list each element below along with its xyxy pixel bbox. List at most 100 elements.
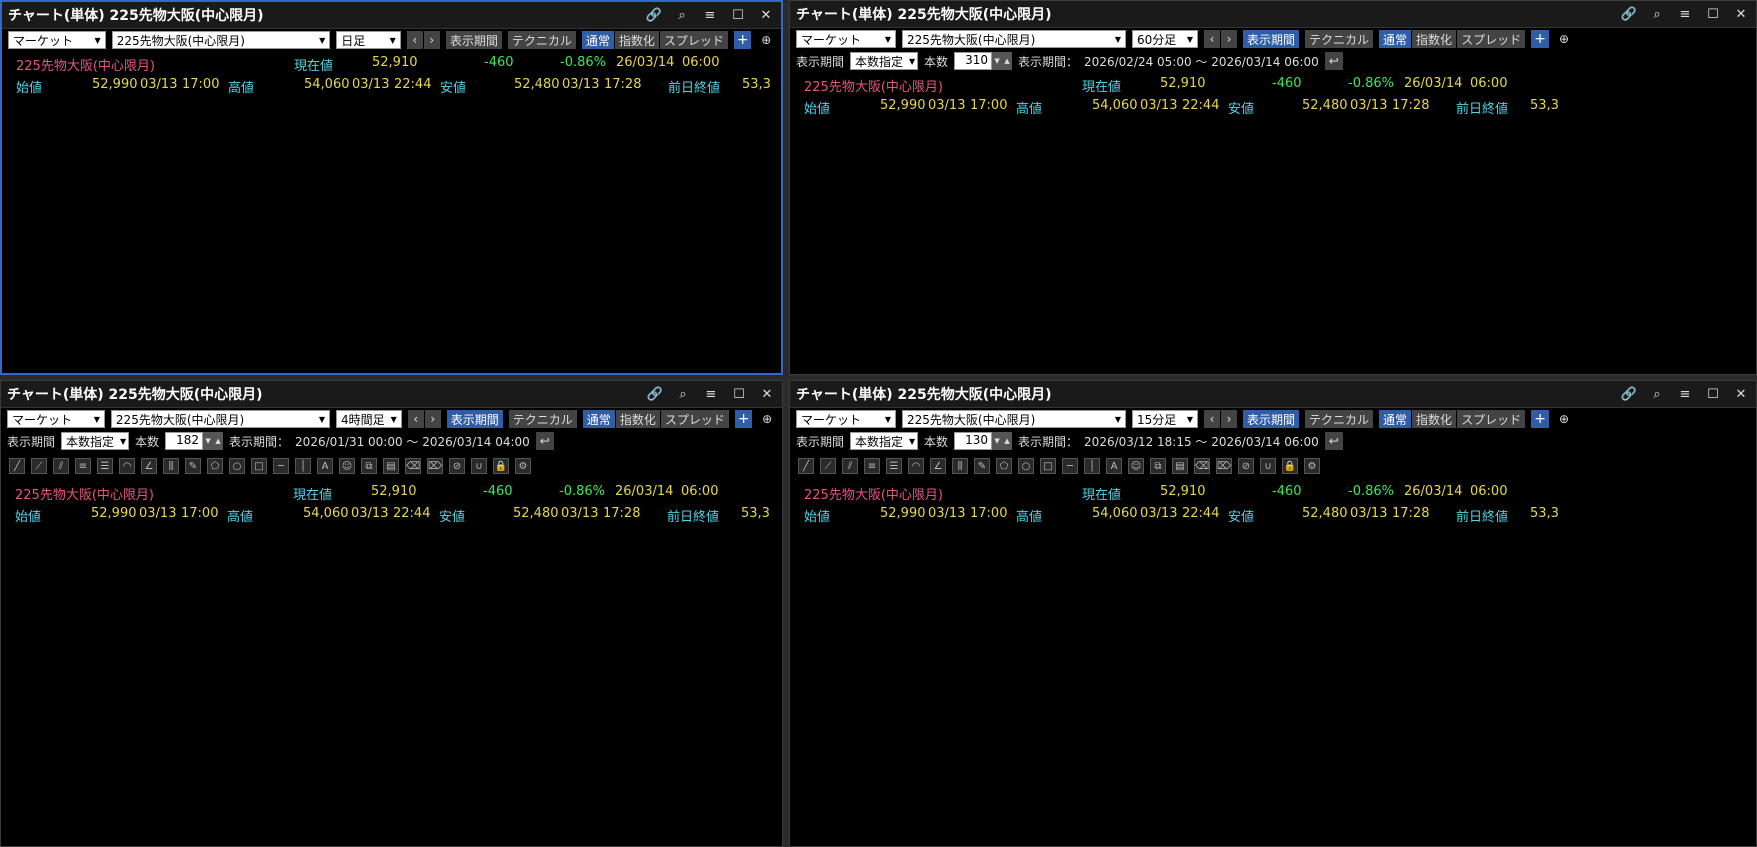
link-icon[interactable]: 🔗 <box>1620 386 1638 402</box>
title-bar[interactable]: チャート(単体) 225先物大阪(中心限月) 🔗 ⌕ ≡ ☐ ✕ <box>1 381 782 408</box>
eraser-all-icon[interactable]: ⊘ <box>449 458 465 474</box>
period-mode-select[interactable]: 本数指定 ▼ <box>61 432 130 450</box>
timeframe-select[interactable]: 15分足 ▼ <box>1132 410 1198 428</box>
arc-tool-icon[interactable]: ◠ <box>119 458 135 474</box>
instrument-select[interactable]: 225先物大阪(中心限月) ▼ <box>902 410 1126 428</box>
line-tool-icon[interactable]: ╱ <box>9 458 25 474</box>
magnet-tool-icon[interactable]: ∪ <box>471 458 487 474</box>
increment-icon[interactable]: ▲ <box>1002 432 1013 450</box>
pentagon-tool-icon[interactable]: ⬠ <box>207 458 223 474</box>
period-button[interactable]: 表示期間 <box>1243 410 1300 428</box>
technical-button[interactable]: テクニカル <box>508 410 577 428</box>
rect-tool-icon[interactable]: □ <box>251 458 267 474</box>
market-select[interactable]: マーケット ▼ <box>8 31 106 49</box>
zoom-icon[interactable]: ⊕ <box>762 412 773 426</box>
maximize-icon[interactable]: ☐ <box>733 386 745 402</box>
count-input[interactable]: 130 <box>954 432 993 450</box>
search-icon[interactable]: ⌕ <box>678 7 686 23</box>
undo-icon[interactable]: ↩ <box>535 432 554 450</box>
index-button[interactable]: 指数化 <box>614 31 659 49</box>
hlines-tool-icon[interactable]: ☰ <box>97 458 113 474</box>
vlines-tool-icon[interactable]: ⫼ <box>163 458 179 474</box>
period-button[interactable]: 表示期間 <box>1243 30 1300 48</box>
spread-button[interactable]: スプレッド <box>1457 410 1526 428</box>
copy-tool-icon[interactable]: ⧉ <box>1150 458 1166 474</box>
brush-tool-icon[interactable]: ✎ <box>974 458 990 474</box>
delete-tool-icon[interactable]: ⌫ <box>1194 458 1210 474</box>
period-mode-select[interactable]: 本数指定 ▼ <box>850 432 919 450</box>
close-icon[interactable]: ✕ <box>760 7 772 23</box>
line-tool-icon[interactable]: ╱ <box>798 458 814 474</box>
search-icon[interactable]: ⌕ <box>1653 386 1661 402</box>
settings-tool-icon[interactable]: ⚙ <box>515 458 531 474</box>
index-button[interactable]: 指数化 <box>1412 30 1457 48</box>
decrement-icon[interactable]: ▼ <box>992 432 1003 450</box>
search-icon[interactable]: ⌕ <box>1653 6 1661 22</box>
settings-tool-icon[interactable]: ⚙ <box>1304 458 1320 474</box>
hline2-tool-icon[interactable]: ─ <box>273 458 289 474</box>
close-icon[interactable]: ✕ <box>761 386 773 402</box>
decrement-icon[interactable]: ▼ <box>203 432 214 450</box>
timeframe-select[interactable]: 60分足 ▼ <box>1132 30 1198 48</box>
period-mode-select[interactable]: 本数指定 ▼ <box>850 52 919 70</box>
vlines-tool-icon[interactable]: ⫼ <box>952 458 968 474</box>
paste-tool-icon[interactable]: ▤ <box>383 458 399 474</box>
arc-tool-icon[interactable]: ◠ <box>908 458 924 474</box>
normal-button[interactable]: 通常 <box>582 410 615 428</box>
technical-button[interactable]: テクニカル <box>1305 410 1374 428</box>
count-input[interactable]: 310 <box>954 52 993 70</box>
close-icon[interactable]: ✕ <box>1735 6 1747 22</box>
technical-button[interactable]: テクニカル <box>1305 30 1374 48</box>
instrument-select[interactable]: 225先物大阪(中心限月) ▼ <box>902 30 1126 48</box>
link-icon[interactable]: 🔗 <box>646 386 664 402</box>
zoom-icon[interactable]: ⊕ <box>1559 32 1570 46</box>
increment-icon[interactable]: ▲ <box>213 432 224 450</box>
spread-button[interactable]: スプレッド <box>660 410 729 428</box>
period-button[interactable]: 表示期間 <box>445 31 502 49</box>
next-arrow-icon[interactable]: › <box>1221 410 1237 428</box>
zoom-icon[interactable]: ⊕ <box>1559 412 1570 426</box>
fan-tool-icon[interactable]: ∠ <box>141 458 157 474</box>
menu-icon[interactable]: ≡ <box>1679 386 1691 402</box>
eraser-tool-icon[interactable]: ⌦ <box>427 458 443 474</box>
increment-icon[interactable]: ▲ <box>1002 52 1013 70</box>
add-icon[interactable]: + <box>1531 410 1550 428</box>
timeframe-select[interactable]: 4時間足 ▼ <box>335 410 402 428</box>
maximize-icon[interactable]: ☐ <box>732 7 744 23</box>
prev-arrow-icon[interactable]: ‹ <box>406 31 423 49</box>
title-bar[interactable]: チャート(単体) 225先物大阪(中心限月) 🔗 ⌕ ≡ ☐ ✕ <box>790 381 1756 408</box>
index-button[interactable]: 指数化 <box>1412 410 1457 428</box>
text-tool-icon[interactable]: A <box>1106 458 1122 474</box>
undo-icon[interactable]: ↩ <box>1324 432 1343 450</box>
normal-button[interactable]: 通常 <box>581 31 614 49</box>
ray-tool-icon[interactable]: ⟋ <box>820 458 836 474</box>
eraser-tool-icon[interactable]: ⌦ <box>1216 458 1232 474</box>
stamp-tool-icon[interactable]: ☺ <box>339 458 355 474</box>
eraser-all-icon[interactable]: ⊘ <box>1238 458 1254 474</box>
title-bar[interactable]: チャート(単体) 225先物大阪(中心限月) 🔗 ⌕ ≡ ☐ ✕ <box>2 2 781 29</box>
title-bar[interactable]: チャート(単体) 225先物大阪(中心限月) 🔗 ⌕ ≡ ☐ ✕ <box>790 1 1756 28</box>
timeframe-select[interactable]: 日足 ▼ <box>336 31 401 49</box>
ray-tool-icon[interactable]: ⟋ <box>31 458 47 474</box>
fan-tool-icon[interactable]: ∠ <box>930 458 946 474</box>
link-icon[interactable]: 🔗 <box>645 7 663 23</box>
market-select[interactable]: マーケット ▼ <box>796 30 896 48</box>
menu-icon[interactable]: ≡ <box>704 7 716 23</box>
index-button[interactable]: 指数化 <box>615 410 660 428</box>
maximize-icon[interactable]: ☐ <box>1707 386 1719 402</box>
next-arrow-icon[interactable]: › <box>424 410 441 428</box>
zoom-icon[interactable]: ⊕ <box>761 33 772 47</box>
prev-arrow-icon[interactable]: ‹ <box>407 410 424 428</box>
instrument-select[interactable]: 225先物大阪(中心限月) ▼ <box>111 31 331 49</box>
copy-tool-icon[interactable]: ⧉ <box>361 458 377 474</box>
instrument-select[interactable]: 225先物大阪(中心限月) ▼ <box>110 410 330 428</box>
rect-tool-icon[interactable]: □ <box>1040 458 1056 474</box>
menu-icon[interactable]: ≡ <box>1679 6 1691 22</box>
technical-button[interactable]: テクニカル <box>507 31 576 49</box>
channel-tool-icon[interactable]: ⫽ <box>53 458 69 474</box>
circle-tool-icon[interactable]: ○ <box>229 458 245 474</box>
count-input[interactable]: 182 <box>165 432 204 450</box>
period-button[interactable]: 表示期間 <box>446 410 503 428</box>
add-icon[interactable]: + <box>734 410 753 428</box>
pentagon-tool-icon[interactable]: ⬠ <box>996 458 1012 474</box>
